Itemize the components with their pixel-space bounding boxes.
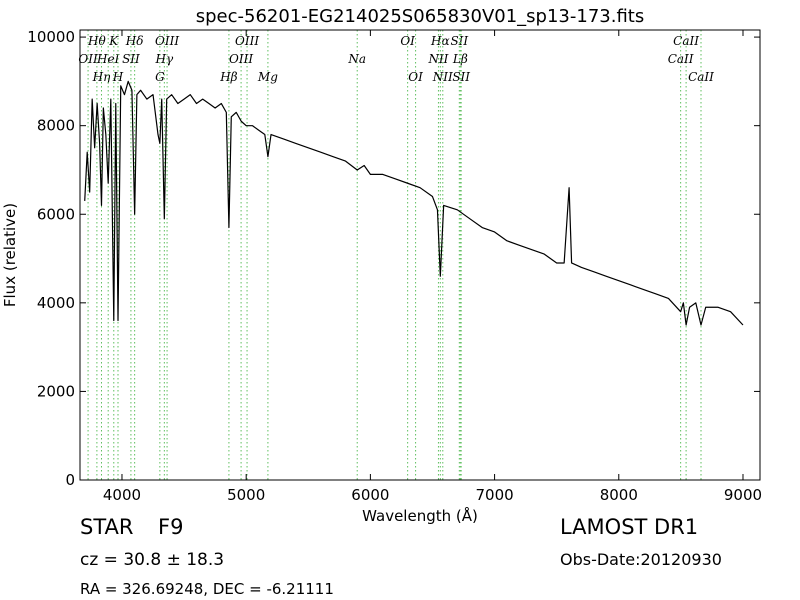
y-tick-label: 2000 <box>37 382 75 400</box>
obs-date: Obs-Date:20120930 <box>560 550 722 569</box>
spectral-line-label: Hα <box>430 34 450 48</box>
x-axis-label: Wavelength (Å) <box>362 506 478 525</box>
spectral-line-label: OII <box>78 52 98 66</box>
spectral-line-label: NII <box>432 70 453 84</box>
spectral-line-label: Mg <box>257 70 278 84</box>
subclass: F9 <box>158 515 183 539</box>
x-tick-label: 5000 <box>227 486 265 504</box>
x-tick-label: 9000 <box>724 486 762 504</box>
spectral-line-label: CaII <box>688 70 714 84</box>
spectral-line-label: CaII <box>673 34 699 48</box>
spectral-line-label: Na <box>347 52 366 66</box>
spectral-line-label: Hγ <box>155 52 174 66</box>
spectral-line-label: HeI <box>96 52 120 66</box>
plot-frame <box>79 29 761 481</box>
spectral-line-label: Hη <box>92 70 111 84</box>
spectral-line-label: SII <box>450 34 468 48</box>
x-tick-label: 6000 <box>351 486 389 504</box>
redshift: cz = 30.8 ± 18.3 <box>80 550 224 570</box>
y-tick-label: 4000 <box>37 294 75 312</box>
spectral-line-label: OIII <box>229 52 253 66</box>
coordinates: RA = 326.69248, DEC = -6.21111 <box>80 580 334 598</box>
spectral-line-label: Hβ <box>219 70 237 84</box>
spectrum-line <box>84 80 744 326</box>
spectral-line-label: G <box>155 70 165 84</box>
object-class: STAR <box>80 515 133 539</box>
spectral-line-label: H <box>112 70 124 84</box>
y-tick-label: 8000 <box>37 117 75 135</box>
spectral-line-label: CaII <box>668 52 694 66</box>
y-tick-label: 6000 <box>37 205 75 223</box>
spectral-line-label: K <box>108 34 119 48</box>
spectral-line-label: NII <box>427 52 448 66</box>
spectral-line-label: Hδ <box>125 34 144 48</box>
spectral-line-label: OI <box>408 70 423 84</box>
spectral-line-label: Hθ <box>87 34 106 48</box>
spectral-line-label: SII <box>452 70 470 84</box>
x-tick-label: 4000 <box>103 486 141 504</box>
survey: LAMOST DR1 <box>560 515 698 539</box>
y-axis-label: Flux (relative) <box>1 203 19 307</box>
y-tick-label: 10000 <box>27 28 75 46</box>
chart-title: spec-56201-EG214025S065830V01_sp13-173.f… <box>196 6 644 27</box>
spectral-line-label: SII <box>122 52 140 66</box>
y-tick-label: 0 <box>65 471 75 489</box>
spectral-line-label: Lβ <box>452 52 468 66</box>
spectral-line-label: OI <box>400 34 415 48</box>
spectral-line-label: OIII <box>155 34 179 48</box>
x-tick-label: 8000 <box>600 486 638 504</box>
x-tick-label: 7000 <box>475 486 513 504</box>
spectral-line-label: OIII <box>235 34 259 48</box>
